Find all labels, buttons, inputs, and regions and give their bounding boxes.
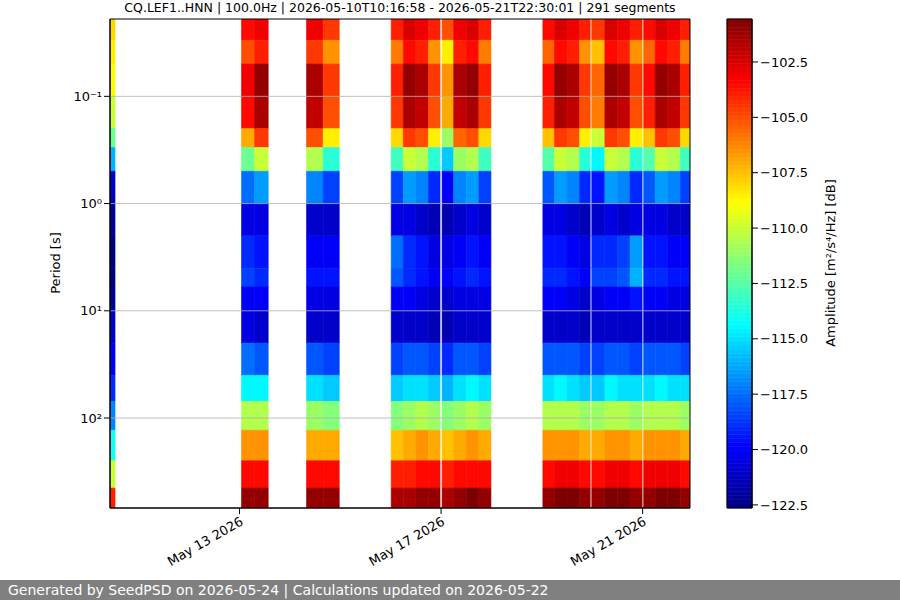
svg-text:10¹: 10¹ xyxy=(80,303,102,318)
svg-text:May 13 2026: May 13 2026 xyxy=(165,514,246,569)
svg-text:−122.5: −122.5 xyxy=(760,498,808,513)
svg-text:−102.5: −102.5 xyxy=(760,55,808,70)
svg-text:−107.5: −107.5 xyxy=(760,165,808,180)
svg-text:−112.5: −112.5 xyxy=(760,276,808,291)
svg-text:−105.0: −105.0 xyxy=(760,110,808,125)
html-text:Amplitude [m²/s⁴/Hz] [dB]: Amplitude [m²/s⁴/Hz] [dB] xyxy=(822,179,838,347)
svg-text:−110.0: −110.0 xyxy=(760,221,808,236)
html-text:Period [s]: Period [s] xyxy=(47,232,63,294)
svg-text:−115.0: −115.0 xyxy=(760,331,808,346)
svg-text:−120.0: −120.0 xyxy=(760,442,808,457)
svg-text:10⁰: 10⁰ xyxy=(80,196,102,211)
svg-text:10⁻¹: 10⁻¹ xyxy=(73,89,102,104)
html-text:CQ.LEF1..HNN | 100.0Hz | 2026-: CQ.LEF1..HNN | 100.0Hz | 2026-05-10T10:1… xyxy=(124,0,676,15)
svg-text:May 21 2026: May 21 2026 xyxy=(568,514,649,569)
svg-text:−117.5: −117.5 xyxy=(760,387,808,402)
svg-text:May 17 2026: May 17 2026 xyxy=(366,514,447,569)
svg-text:10²: 10² xyxy=(80,411,102,426)
html-text:Generated by SeedPSD on 2026-0: Generated by SeedPSD on 2026-05-24 | Cal… xyxy=(8,582,549,598)
